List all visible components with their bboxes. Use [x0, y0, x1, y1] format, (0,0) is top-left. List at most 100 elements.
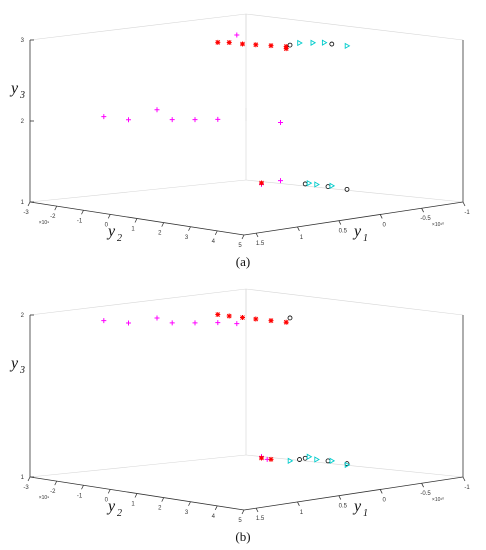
y1-tick-label: -1 [464, 485, 470, 491]
data-point [344, 42, 351, 50]
y3-axis-label: y [9, 355, 19, 372]
y1-tick [421, 483, 424, 488]
data-point [226, 39, 232, 45]
figure-caption: (b) [235, 529, 250, 544]
y2-axis-sub: 2 [117, 233, 122, 244]
y1-tick [297, 226, 300, 231]
y1-tick [421, 208, 424, 213]
data-point [192, 320, 198, 326]
y2-tick-label: 0 [105, 497, 109, 503]
data-point [306, 179, 313, 187]
y2-axis-sub: 2 [117, 508, 122, 519]
y1-axis-line [243, 201, 464, 236]
data-point [302, 181, 308, 187]
data-point [169, 117, 175, 123]
y1-tick [462, 201, 466, 207]
y1-tick [297, 501, 300, 506]
y1-tick-label: 0 [383, 497, 387, 503]
data-point [215, 116, 221, 122]
data-point [268, 456, 274, 462]
y2-tick [27, 476, 31, 482]
y1-axis-label: y [352, 498, 362, 515]
data-point [234, 32, 240, 38]
y1-tick [338, 220, 342, 225]
y2-tick-label: -1 [77, 493, 83, 499]
data-point [259, 455, 264, 461]
y3-tick-label: 2 [21, 313, 25, 319]
box-top-right-edge [245, 288, 464, 316]
data-point [101, 318, 107, 324]
floor-back-right [245, 179, 464, 203]
y2-tick [54, 480, 58, 486]
data-point [240, 41, 245, 47]
y1-axis-sub: 1 [363, 508, 368, 519]
data-point [287, 457, 294, 464]
y1-tick [379, 214, 383, 219]
y2-tick-label: -2 [50, 489, 56, 495]
y2-tick [214, 230, 218, 236]
data-point [215, 320, 221, 326]
y3-tick-label: 3 [21, 38, 25, 44]
y1-tick-label: -0.5 [420, 491, 431, 497]
data-point [297, 457, 302, 462]
y2-tick-label: 0 [105, 222, 109, 228]
y2-exponent: ×10⁹ [39, 495, 50, 501]
data-point [268, 318, 274, 324]
y1-tick-label: -0.5 [420, 216, 431, 222]
y2-tick [214, 505, 218, 511]
data-point [325, 458, 331, 464]
data-point [215, 39, 221, 45]
data-point [283, 319, 289, 325]
data-point [302, 455, 308, 461]
y1-tick [338, 495, 342, 500]
y1-axis-sub: 1 [363, 233, 368, 244]
y2-tick [188, 501, 191, 506]
y2-tick-label: 3 [185, 235, 189, 241]
data-point [253, 316, 259, 322]
data-point [192, 117, 198, 123]
data-point [314, 181, 320, 188]
y1-tick-label: 1.5 [256, 516, 265, 522]
data-point [215, 312, 221, 318]
box-top-left-edge [29, 288, 247, 316]
y1-tick [379, 489, 383, 494]
y3-axis-sub: 3 [19, 90, 25, 101]
y2-tick [81, 210, 84, 215]
data-point [126, 117, 131, 123]
data-point [344, 186, 350, 192]
y1-tick [255, 507, 259, 513]
y2-tick [134, 218, 138, 223]
y1-tick-label: 0.5 [339, 504, 348, 510]
data-point [278, 120, 283, 125]
floor-back-left [29, 454, 247, 478]
data-point [268, 43, 274, 49]
data-point [154, 315, 160, 321]
y1-tick-label: 0 [383, 222, 387, 228]
y2-tick-label: 1 [131, 227, 135, 233]
y2-tick-label: 1 [131, 502, 135, 508]
y1-tick-label: -1 [464, 210, 470, 216]
y1-tick [255, 232, 259, 238]
data-point [329, 41, 335, 47]
data-point [234, 321, 240, 327]
box-top-right-edge [245, 13, 464, 41]
y3-tick-label: 1 [21, 475, 25, 481]
y2-tick [161, 222, 165, 227]
data-point [278, 178, 283, 184]
y2-tick-label: -1 [77, 218, 83, 224]
data-point [329, 457, 336, 464]
data-point [314, 456, 320, 463]
y2-tick [54, 205, 58, 211]
y2-tick-label: 4 [212, 239, 216, 245]
y2-tick-label: 5 [238, 243, 242, 249]
floor-back-left [29, 179, 247, 203]
data-point [325, 184, 331, 190]
y2-tick-label: 2 [158, 506, 162, 512]
data-point [306, 453, 313, 460]
y2-tick [81, 485, 84, 490]
y3-tick-label: 2 [21, 119, 25, 125]
data-point [287, 315, 293, 321]
y2-tick-label: 3 [185, 510, 189, 516]
